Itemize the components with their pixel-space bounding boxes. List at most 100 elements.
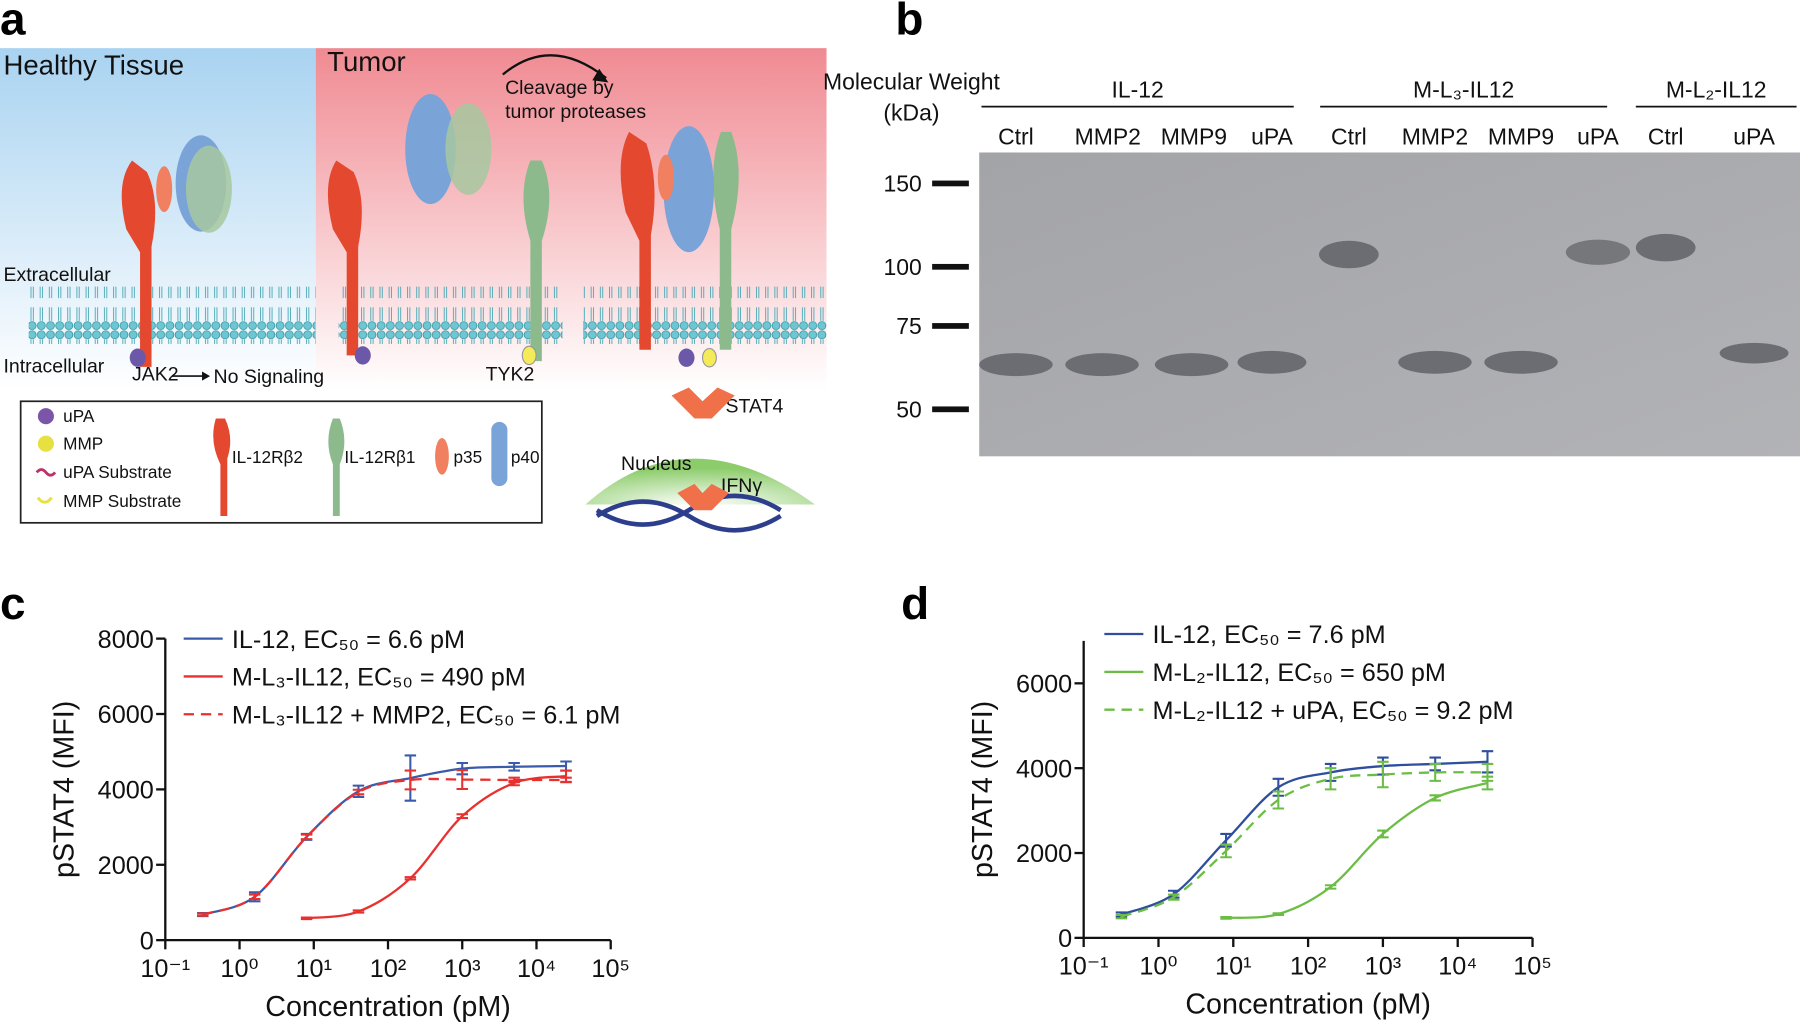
legend-text: uPA Substrate <box>63 462 172 482</box>
mw-title: (kDa) <box>883 99 939 125</box>
marker-label: 50 <box>896 396 922 422</box>
x-tick-label: 10⁴ <box>1438 953 1477 981</box>
error-bar <box>1429 794 1441 802</box>
lane-label: uPA <box>1733 123 1775 149</box>
label: tumor proteases <box>505 101 646 123</box>
lane-label: MMP9 <box>1161 123 1227 149</box>
lane-label: Ctrl <box>1648 123 1684 149</box>
legend-text: p40 <box>511 447 540 467</box>
mw-title: Molecular Weight <box>823 68 1001 94</box>
x-axis-label: Concentration (pM) <box>1185 989 1431 1021</box>
membrane <box>28 286 316 344</box>
error-bar <box>1377 760 1389 789</box>
x-tick-label: 10⁰ <box>1139 953 1177 981</box>
series-line <box>202 777 567 916</box>
bands <box>979 233 1789 377</box>
marker-bar <box>932 323 969 329</box>
label: Nucleus <box>621 453 692 475</box>
error-bar <box>1115 913 1128 920</box>
dna <box>595 493 782 533</box>
lane-label: uPA <box>1251 123 1293 149</box>
y-tick-label: 8000 <box>98 626 154 654</box>
x-tick-label: 10⁵ <box>1513 953 1552 981</box>
legend-text: IL-12, EC₅₀ = 7.6 pM <box>1153 621 1386 649</box>
label: No Signaling <box>214 366 325 388</box>
series-line <box>306 775 567 920</box>
x-tick-label: 10² <box>1290 953 1326 981</box>
error-bar <box>1481 762 1494 782</box>
panel-label: d <box>901 577 929 629</box>
icon <box>328 418 345 516</box>
gel-image <box>979 152 1800 457</box>
x-tick-label: 10¹ <box>1215 953 1251 981</box>
error-bar <box>300 833 313 841</box>
error-bar <box>508 776 520 784</box>
x-tick-label: 10¹ <box>296 955 332 983</box>
gel-panel: Molecular Weight (kDa) <box>823 68 1800 457</box>
marker-bar <box>932 406 969 413</box>
label: JAK2 <box>132 364 179 386</box>
label: Intracellular <box>3 356 104 378</box>
receptors <box>121 94 739 511</box>
arrowhead <box>592 68 609 83</box>
lane-label: MMP9 <box>1488 123 1554 149</box>
error-bar <box>456 813 468 820</box>
label: TYK2 <box>486 364 535 386</box>
legend-text: MMP Substrate <box>63 491 181 511</box>
x-tick-label: 10⁴ <box>517 955 556 983</box>
error-bar <box>248 893 261 901</box>
x-tick-label: 10² <box>370 955 406 983</box>
y-tick-label: 6000 <box>1016 671 1072 699</box>
x-tick-label: 10³ <box>444 955 480 983</box>
dynamic: Ctrl MMP2 MMP9 uPA Ctrl MMP2 MMP9 uPA Ctrl uPA IL-… <box>48 76 1797 1023</box>
icon <box>435 437 449 475</box>
label: Healthy Tissue <box>3 50 184 81</box>
label: Extracellular <box>3 264 111 286</box>
y-tick-label: 4000 <box>1016 755 1072 783</box>
legend-text: uPA <box>63 406 95 426</box>
arrow <box>502 54 607 79</box>
label: STAT4 <box>726 396 784 418</box>
legend-text: M-L₂-IL12, EC₅₀ = 650 pM <box>1153 659 1446 687</box>
y-tick-label: 2000 <box>1016 840 1072 868</box>
y-axis-label: pSTAT4 (MFI) <box>48 701 80 878</box>
x-tick-label: 10³ <box>1365 953 1401 981</box>
icon <box>37 435 54 452</box>
icon <box>213 418 231 516</box>
legend-text: M-L₃-IL12, EC₅₀ = 490 pM <box>232 664 526 692</box>
marker-bar <box>932 180 969 187</box>
legend-text: p35 <box>453 447 482 467</box>
error-bar <box>1324 884 1337 890</box>
lane-label: MMP2 <box>1402 123 1468 149</box>
series-line <box>1121 771 1488 918</box>
error-bar <box>197 912 209 917</box>
x-tick-label: 10⁵ <box>591 955 630 983</box>
y-tick-label: 0 <box>140 927 154 955</box>
x-tick-label: 10⁻¹ <box>140 955 190 983</box>
x-tick-label: 10⁰ <box>220 955 258 983</box>
panel-label: c <box>0 577 26 629</box>
membrane <box>583 286 827 344</box>
group-label: IL-12 <box>1111 76 1163 102</box>
error-bar <box>1272 912 1285 916</box>
error-bar <box>456 769 468 791</box>
icon <box>491 421 508 487</box>
legend-text: MMP <box>63 433 103 453</box>
legend-text: IL-12, EC₅₀ = 6.6 pM <box>232 626 465 654</box>
group-label: M-L₂-IL12 <box>1666 76 1767 102</box>
icon <box>35 468 57 477</box>
label: Cleavage by <box>505 77 614 99</box>
error-bar <box>1429 762 1441 782</box>
legend-text: M-L₂-IL12 + uPA, EC₅₀ = 9.2 pM <box>1153 697 1514 725</box>
marker-bar <box>932 263 969 270</box>
legend-box <box>19 400 543 524</box>
error-bar <box>1168 893 1180 901</box>
error-bar <box>300 916 313 921</box>
y-tick-label: 0 <box>1058 925 1072 953</box>
error-bar <box>404 769 417 791</box>
nucleus <box>585 458 816 505</box>
error-bar <box>1377 829 1389 839</box>
legend-text: M-L₃-IL12 + MMP2, EC₅₀ = 6.1 pM <box>232 701 621 729</box>
x-axis-label: Concentration (pM) <box>265 991 511 1023</box>
